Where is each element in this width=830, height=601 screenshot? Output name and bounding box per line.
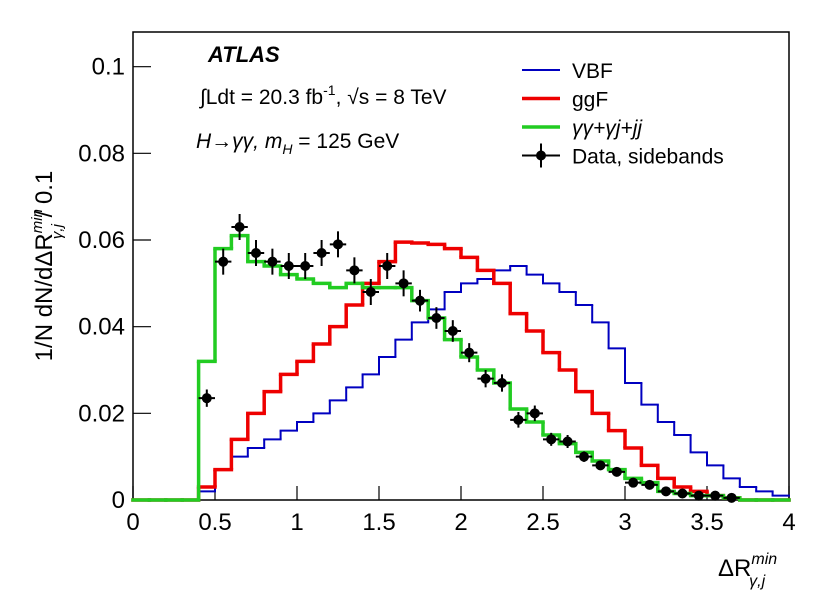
- data-point: [333, 239, 343, 250]
- legend-label: VBF: [572, 60, 613, 83]
- y-tick-label: 0.08: [78, 140, 125, 167]
- ylabel-main: 1/N dN/dΔR: [31, 233, 58, 361]
- data-point: [382, 261, 393, 271]
- data-point: [644, 479, 655, 490]
- y-tick-label: 0.1: [92, 54, 125, 81]
- process-label: H→γγ, mH = 125 GeV: [196, 130, 399, 157]
- legend-label: Data, sidebands: [572, 146, 724, 169]
- ylabel-sup: min: [29, 209, 46, 233]
- experiment-label: ATLAS: [207, 42, 280, 67]
- data-point: [726, 492, 737, 503]
- data-point: [349, 265, 360, 276]
- data-point: [480, 373, 491, 384]
- xlabel-sup: min: [751, 551, 777, 568]
- data-point: [447, 326, 458, 336]
- data-point: [546, 434, 557, 445]
- lumi-sup: -1: [323, 82, 336, 98]
- process-pre: H→γγ, m: [196, 130, 282, 153]
- data-point: [300, 261, 311, 271]
- legend-label: ggF: [572, 89, 608, 112]
- data-point: [513, 414, 524, 425]
- data-point: [677, 488, 688, 499]
- y-tick-label: 0.02: [78, 400, 125, 427]
- legend-swatch: [536, 150, 546, 161]
- data-point: [464, 347, 475, 358]
- data-point: [611, 466, 622, 477]
- lumi-post: , √s = 8 TeV: [336, 86, 447, 109]
- data-point: [529, 408, 540, 419]
- x-tick-label: 1: [290, 509, 303, 536]
- data-point: [365, 287, 376, 297]
- data-point: [267, 256, 278, 267]
- process-post: = 125 GeV: [292, 130, 399, 153]
- x-tick-label: 2: [454, 509, 467, 536]
- x-tick-label: 4: [782, 509, 795, 536]
- x-tick-label: 1.5: [362, 509, 395, 536]
- data-point: [497, 378, 507, 388]
- data-point: [628, 477, 639, 488]
- data-point: [218, 256, 229, 267]
- x-axis-label: ΔRmin γ,j: [718, 551, 777, 590]
- y-tick-label: 0.06: [78, 227, 125, 254]
- data-point: [234, 222, 245, 232]
- ylabel-suffix: / 0.1: [31, 171, 58, 224]
- x-tick-label: 3.5: [690, 509, 723, 536]
- data-point: [201, 393, 212, 404]
- x-tick-label: 0.5: [198, 509, 231, 536]
- data-point: [579, 451, 589, 462]
- data-point: [595, 460, 606, 471]
- y-tick-label: 0: [112, 487, 125, 514]
- y-axis-label: 1/N dN/dΔRmin γ,j / 0.1: [29, 171, 66, 362]
- x-tick-label: 3: [618, 509, 631, 536]
- data-point: [283, 261, 294, 271]
- ylabel-sub: γ,j: [49, 223, 66, 239]
- data-point: [710, 490, 721, 501]
- x-tick-label: 2.5: [526, 509, 559, 536]
- legend-label: γγ+γj+jj: [572, 117, 643, 140]
- data-point: [398, 278, 409, 289]
- data-point: [415, 295, 425, 306]
- data-point: [562, 436, 573, 447]
- x-tick-label: 0: [126, 509, 139, 536]
- data-point: [693, 490, 704, 501]
- process-sub: H: [282, 141, 293, 157]
- xlabel-main: ΔR: [718, 555, 751, 582]
- data-point: [431, 313, 442, 323]
- data-point: [316, 248, 327, 258]
- data-point: [661, 486, 671, 497]
- lumi-pre: ∫Ldt = 20.3 fb: [199, 86, 323, 109]
- lumi-label: ∫Ldt = 20.3 fb-1, √s = 8 TeV: [199, 82, 447, 109]
- data-point: [251, 248, 261, 258]
- xlabel-sub: γ,j: [749, 573, 765, 590]
- y-tick-label: 0.04: [78, 314, 125, 341]
